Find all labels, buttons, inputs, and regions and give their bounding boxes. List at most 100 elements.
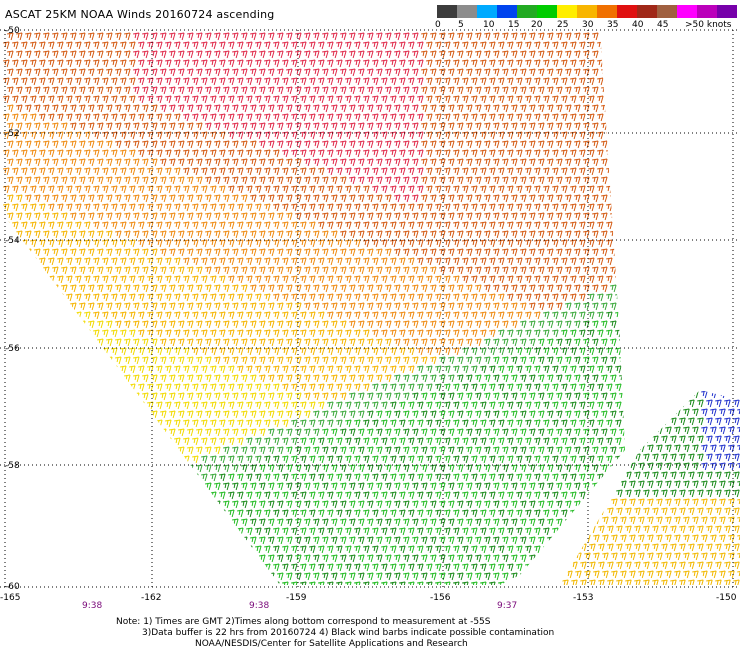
wind-barb [376,428,383,437]
wind-barb [570,149,577,158]
wind-barb [480,347,487,356]
wind-barb [629,498,636,507]
wind-barb [710,480,717,489]
wind-barb [138,293,145,302]
wind-barb [214,68,221,77]
wind-barb [273,527,280,536]
wind-barb [616,471,623,480]
wind-barb [697,507,704,516]
wind-barb [475,194,482,203]
wind-barb [453,59,460,68]
wind-barb [493,410,500,419]
wind-barb [147,329,154,338]
wind-barb [178,518,185,527]
wind-barb [120,167,127,176]
wind-barb [529,248,536,257]
wind-barb [417,95,424,104]
wind-barb [318,419,325,428]
wind-barb [174,239,181,248]
wind-barb [457,392,464,401]
wind-barb [710,444,717,453]
wind-barb [480,131,487,140]
wind-barb [507,311,514,320]
wind-barb [697,399,704,408]
wind-barb [129,365,136,374]
wind-barb [219,113,226,122]
wind-barb [543,491,550,500]
wind-barb [358,158,365,167]
wind-barb [412,266,419,275]
wind-barb [484,86,491,95]
wind-barb [147,95,154,104]
wind-barb [336,347,343,356]
wind-barb [232,32,239,41]
wind-barb [480,509,487,518]
wind-barb [237,167,244,176]
wind-barb [376,140,383,149]
wind-barb [205,482,212,491]
wind-barb [102,329,109,338]
wind-barb [25,536,32,545]
wind-barb [250,140,257,149]
wind-barb [439,320,446,329]
wind-barb [561,473,568,482]
wind-barb [291,113,298,122]
wind-barb [466,302,473,311]
wind-barb [160,464,167,473]
wind-barb [273,545,280,554]
wind-barb [466,446,473,455]
wind-barb [588,77,595,86]
wind-barb [574,86,581,95]
wind-barb [448,338,455,347]
wind-barb [484,410,491,419]
wind-barb [430,464,437,473]
wind-barb [417,239,424,248]
wind-barb [471,113,478,122]
wind-barb [376,248,383,257]
wind-barb [607,561,614,570]
wind-barb [367,140,374,149]
wind-barb [574,266,581,275]
wind-barb [606,95,613,104]
wind-barb [160,374,167,383]
wind-barb [75,221,82,230]
wind-barb [719,516,726,525]
legend-label-45: 45 [657,20,669,30]
wind-barb [588,149,595,158]
wind-barb [340,464,347,473]
wind-barb [318,455,325,464]
wind-barb [372,437,379,446]
wind-barb [48,545,55,554]
wind-barb [670,417,677,426]
wind-barb [57,95,64,104]
wind-barb [21,383,28,392]
wind-barb [43,86,50,95]
wind-barb [634,543,641,552]
wind-barb [394,68,401,77]
wind-barb [43,158,50,167]
wind-barb [376,104,383,113]
wind-barb [129,293,136,302]
wind-barb [219,59,226,68]
wind-barb [565,302,572,311]
wind-barb [313,212,320,221]
wind-barb [475,284,482,293]
wind-barb [616,453,623,462]
wind-barb [511,158,518,167]
wind-barb [412,338,419,347]
wind-barb [3,95,10,104]
wind-barb [543,59,550,68]
wind-barb [448,356,455,365]
wind-barb [12,329,19,338]
wind-barb [733,525,740,534]
wind-barb [133,50,140,59]
wind-barb [16,446,23,455]
wind-barb [214,32,221,41]
wind-barb [214,482,221,491]
wind-barb [97,338,104,347]
wind-barb [610,392,617,401]
wind-barb [214,572,221,581]
wind-barb [201,545,208,554]
wind-barb [430,32,437,41]
wind-barb [138,473,145,482]
